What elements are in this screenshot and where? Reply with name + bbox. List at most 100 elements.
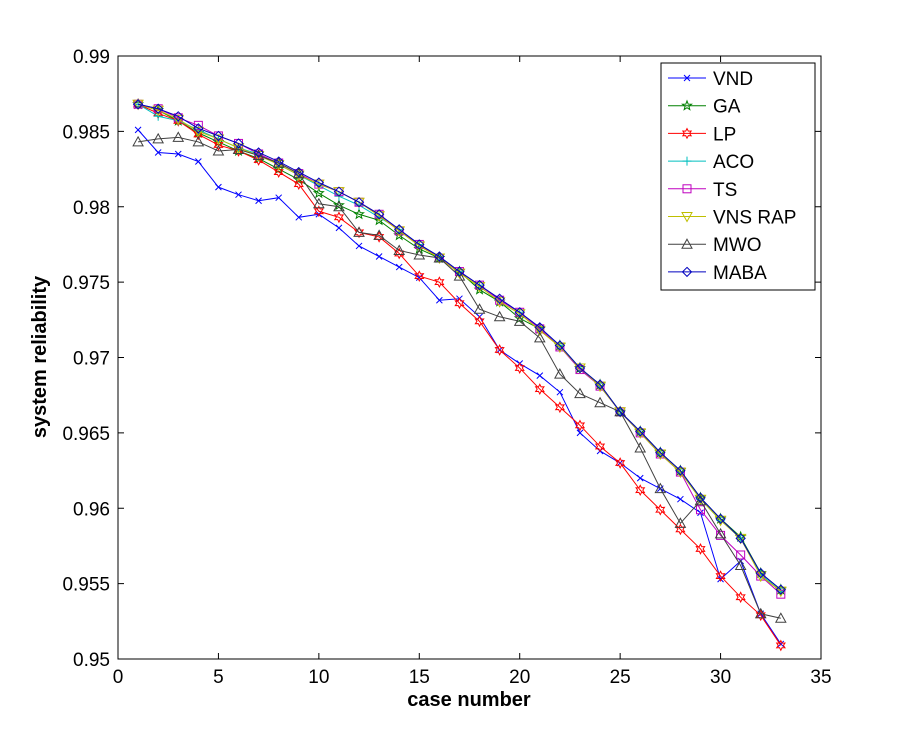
- legend-label: MWO: [713, 235, 762, 256]
- data-point: [253, 147, 264, 158]
- data-point: [556, 388, 564, 396]
- legend-marker: [681, 127, 693, 140]
- data-point: [594, 396, 606, 408]
- legend-item: MABA: [668, 263, 767, 284]
- data-point: [134, 126, 142, 134]
- legend-label: LP: [713, 124, 736, 145]
- data-point: [272, 162, 285, 175]
- data-point: [697, 509, 704, 517]
- data-point: [353, 226, 365, 237]
- data-point: [714, 527, 727, 539]
- data-point: [194, 158, 202, 165]
- data-point: [273, 156, 284, 167]
- data-point: [695, 505, 705, 515]
- data-point: [473, 303, 486, 314]
- legend-marker: [683, 74, 691, 82]
- legend-label: VND: [713, 69, 753, 90]
- data-point: [494, 344, 505, 356]
- data-point: [152, 103, 164, 114]
- data-point: [393, 224, 405, 235]
- data-point: [192, 135, 205, 147]
- legend-item: ACO: [668, 152, 754, 173]
- y-tick-label: 0.955: [62, 575, 110, 596]
- legend-label: TS: [713, 180, 737, 201]
- series-layer: [132, 97, 787, 652]
- legend-marker: [681, 238, 693, 249]
- data-point: [414, 270, 425, 282]
- data-point: [132, 135, 144, 147]
- data-point: [312, 186, 325, 199]
- data-point: [634, 441, 647, 453]
- data-point: [313, 205, 324, 218]
- data-point: [755, 609, 766, 622]
- data-point: [536, 372, 544, 379]
- data-point: [272, 160, 285, 171]
- data-point: [554, 401, 565, 414]
- data-point: [754, 607, 767, 619]
- data-point: [212, 144, 225, 156]
- data-point: [174, 150, 182, 158]
- data-point: [212, 134, 225, 145]
- legend-item: LP: [668, 124, 736, 145]
- data-point: [514, 362, 525, 374]
- data-point: [353, 208, 365, 220]
- x-tick-label: 0: [113, 667, 124, 688]
- data-point: [514, 307, 525, 318]
- data-point: [474, 279, 485, 291]
- x-tick-label: 35: [810, 667, 831, 688]
- data-point: [677, 495, 684, 503]
- y-tick-label: 0.965: [62, 424, 110, 445]
- data-point: [474, 315, 485, 328]
- x-tick-label: 20: [509, 667, 530, 688]
- data-point: [755, 567, 766, 579]
- y-tick-label: 0.97: [73, 349, 110, 370]
- data-point: [594, 379, 606, 390]
- data-point: [554, 368, 566, 379]
- data-point: [293, 166, 304, 178]
- data-point: [132, 99, 144, 110]
- data-point: [193, 120, 203, 130]
- series-line: [137, 103, 782, 591]
- legend-item: TS: [668, 180, 737, 201]
- series-maba: [132, 99, 787, 595]
- data-point: [494, 293, 505, 304]
- data-point: [275, 194, 283, 202]
- data-point: [715, 513, 726, 525]
- data-point: [735, 591, 746, 604]
- data-point: [533, 331, 546, 343]
- data-point: [695, 492, 706, 503]
- data-point: [734, 559, 747, 571]
- data-point: [413, 248, 426, 260]
- data-point: [355, 242, 363, 250]
- data-point: [353, 226, 365, 239]
- x-axis-title: case number: [407, 689, 531, 711]
- data-point: [674, 517, 687, 528]
- legend: VND GA LP ACO TS VNS RAP MWO MABA: [660, 62, 816, 291]
- x-tick-label: 30: [710, 667, 731, 688]
- data-point: [434, 251, 445, 262]
- data-point: [614, 406, 626, 417]
- legend-item: MWO: [668, 235, 762, 256]
- data-point: [636, 474, 644, 482]
- legend-marker: [682, 184, 692, 194]
- data-point: [333, 211, 345, 224]
- data-point: [493, 297, 506, 308]
- data-point: [213, 139, 224, 151]
- data-point: [154, 149, 162, 156]
- data-point: [434, 276, 445, 289]
- data-point: [395, 263, 403, 271]
- data-point: [172, 114, 185, 126]
- data-point: [533, 325, 546, 337]
- data-point: [353, 197, 365, 208]
- legend-marker: [681, 212, 693, 223]
- data-point: [313, 177, 325, 188]
- y-tick-label: 0.96: [73, 499, 110, 520]
- data-point: [393, 244, 406, 255]
- data-point: [775, 639, 786, 652]
- y-tick-label: 0.99: [73, 47, 110, 68]
- data-point: [373, 209, 385, 220]
- legend-marker: [682, 156, 692, 166]
- legend-label: VNS RAP: [713, 208, 796, 229]
- data-point: [192, 126, 205, 138]
- data-point: [655, 447, 666, 458]
